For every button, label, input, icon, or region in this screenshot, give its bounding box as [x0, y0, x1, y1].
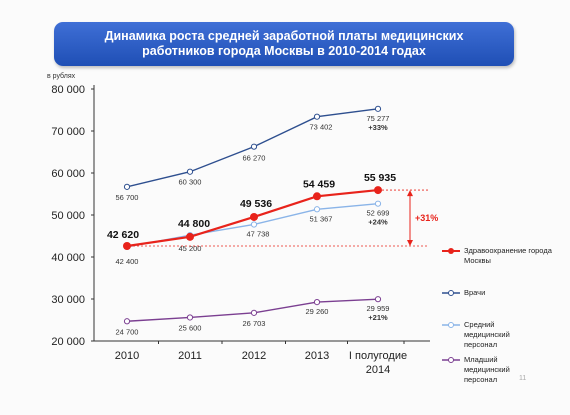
data-point [123, 318, 131, 325]
legend-swatch-red-icon [442, 246, 460, 256]
data-point [250, 221, 258, 228]
data-label: 49 536 [240, 198, 272, 210]
page-number: 11 [519, 375, 527, 382]
data-point [250, 212, 258, 221]
growth-label: +21% [368, 313, 388, 322]
data-point [374, 296, 382, 303]
data-label: 24 700 [116, 327, 139, 336]
legend-item-nurses: Средний медицинский персонал [442, 320, 552, 350]
data-point [313, 113, 321, 120]
x-tick-label: 2010 [115, 350, 139, 362]
data-label: 66 270 [243, 154, 266, 163]
y-tick-label: 60 000 [51, 168, 85, 180]
legend-label: Здравоохранение города Москвы [464, 246, 552, 265]
data-label: 60 300 [179, 178, 202, 187]
annotation-arrowhead [407, 190, 413, 197]
data-label: 42 400 [116, 257, 139, 266]
y-tick-label: 40 000 [51, 252, 85, 264]
data-point [186, 314, 194, 321]
data-point [374, 200, 382, 207]
x-tick-label: 2013 [305, 350, 329, 362]
data-label: 26 703 [243, 319, 266, 328]
x-tick-label: 2014 [366, 364, 390, 376]
legend-item-doctors: Врачи [442, 288, 485, 298]
y-tick-label: 50 000 [51, 210, 85, 222]
data-label: 75 277 [367, 114, 390, 123]
data-point [123, 241, 131, 250]
y-tick-label: 20 000 [51, 336, 85, 348]
y-tick-label: 80 000 [51, 84, 85, 96]
data-label: 51 367 [310, 214, 333, 223]
legend-label: Младший медицинский персонал [464, 355, 510, 384]
data-point [313, 206, 321, 213]
data-point [250, 309, 258, 316]
legend-item-healthcare: Здравоохранение города Москвы [442, 246, 566, 266]
data-label: 47 738 [247, 230, 270, 239]
data-point [313, 192, 321, 201]
legend-label: Врачи [464, 288, 486, 297]
data-label: 54 459 [303, 178, 335, 190]
x-tick-label: 2011 [178, 350, 202, 362]
data-point [313, 299, 321, 306]
growth-label: +24% [368, 218, 388, 227]
data-label: 44 800 [178, 218, 210, 230]
data-label: 42 620 [107, 229, 139, 241]
annotation-label: +31% [415, 213, 438, 223]
data-point [186, 232, 194, 241]
data-point [374, 186, 382, 195]
legend-label: Средний медицинский персонал [464, 320, 510, 349]
data-label: 55 935 [364, 172, 396, 184]
data-label: 25 600 [179, 323, 202, 332]
legend-swatch-purple-icon [442, 355, 460, 365]
data-label: 73 402 [310, 123, 333, 132]
legend-swatch-lightblue-icon [442, 320, 460, 330]
legend-swatch-darkblue-icon [442, 288, 460, 298]
data-point [374, 105, 382, 112]
annotation-arrowhead [407, 239, 413, 246]
data-label: 29 959 [367, 304, 390, 313]
data-point [250, 143, 258, 150]
x-tick-label: 2012 [242, 350, 266, 362]
chart-title: Динамика роста средней заработной платы … [54, 22, 514, 66]
x-tick-label: I полугодие [349, 350, 407, 362]
growth-label: +33% [368, 123, 388, 132]
data-point [186, 168, 194, 175]
y-tick-label: 70 000 [51, 126, 85, 138]
data-label: 29 260 [306, 307, 329, 316]
data-label: 56 700 [116, 193, 139, 202]
data-label: 45 200 [179, 244, 202, 253]
legend-item-junior-staff: Младший медицинский персонал [442, 355, 552, 385]
data-label: 52 699 [367, 209, 390, 218]
y-tick-label: 30 000 [51, 294, 85, 306]
unit-label: в рублях [47, 73, 76, 80]
data-point [123, 183, 131, 190]
